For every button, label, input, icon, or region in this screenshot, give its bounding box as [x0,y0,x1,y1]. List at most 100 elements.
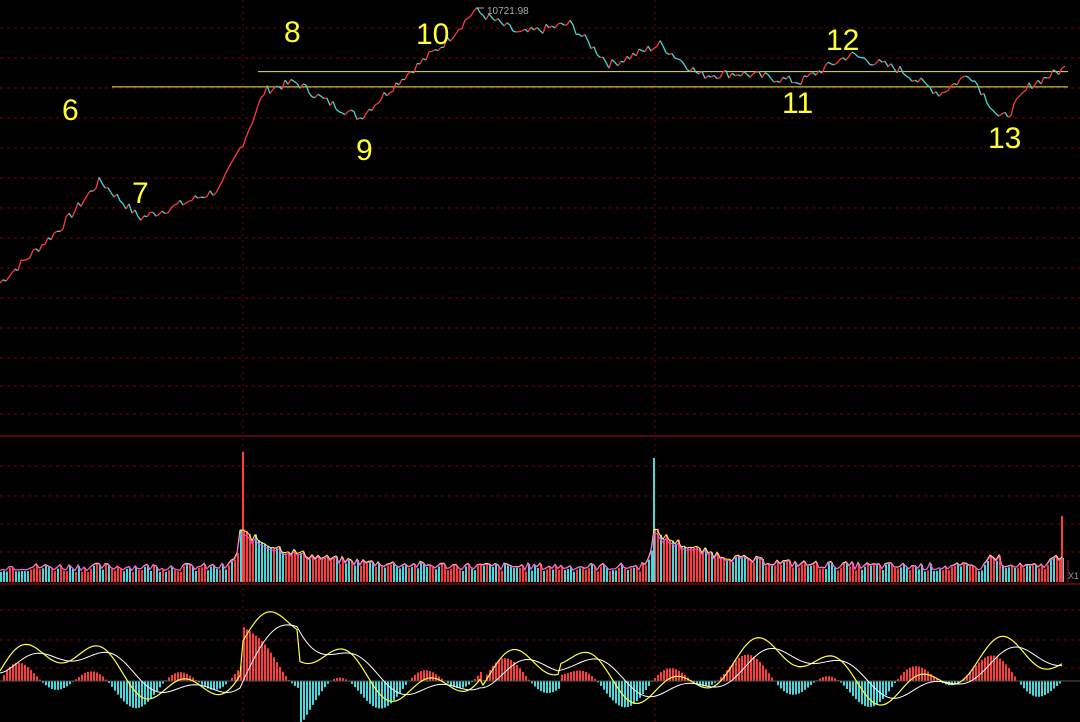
volume-bar [870,565,872,582]
volume-bar [933,570,935,582]
volume-bar [102,569,104,582]
volume-bar [114,570,116,582]
macd-histogram-bar [822,677,824,681]
volume-bar [573,571,575,582]
price-segment [1031,84,1036,90]
volume-bar [339,563,341,582]
volume-bar [945,567,947,582]
macd-histogram-bar [1032,681,1034,696]
macd-histogram-bar [633,681,635,704]
price-segment [83,195,88,201]
macd-histogram-bar [954,681,956,685]
macd-histogram-bar [396,681,398,697]
price-segment [101,182,106,189]
price-segment [566,19,571,26]
price-segment [752,71,757,75]
macd-histogram-bar [660,672,662,681]
price-segment [617,60,622,67]
volume-bar [537,567,539,582]
volume-bar [417,568,419,582]
volume-bar [777,561,779,582]
volume-bar [918,569,920,582]
volume-bar [999,555,1001,582]
macd-histogram-bar [639,681,641,698]
volume-bar [666,534,668,582]
volume-bar [678,539,680,582]
macd-histogram-bar [111,681,113,687]
macd-histogram-bar [990,655,992,681]
volume-bar [156,566,158,582]
macd-histogram-bar [612,681,614,701]
price-segment [353,111,358,120]
volume-bar [210,566,212,582]
volume-bar [723,558,725,582]
volume-bar [669,539,671,582]
volume-bar [183,566,185,582]
macd-histogram-bar [435,674,437,681]
volume-bar [969,566,971,582]
price-segment [548,25,553,29]
price-segment [68,212,73,219]
macd-histogram-bar [825,676,827,681]
volume-bar [531,570,533,582]
volume-bar [576,569,578,582]
macd-histogram-bar [159,681,161,688]
macd-histogram-bar [732,663,734,681]
volume-bar [609,571,611,582]
price-segment [380,92,385,101]
volume-bar [846,562,848,582]
volume-bar [750,560,752,582]
volume-bar [1050,559,1052,582]
macd-histogram-bar [888,681,890,692]
volume-bar [795,562,797,582]
volume-bar [309,559,311,582]
price-segment [335,108,340,113]
volume-bar [423,563,425,582]
macd-histogram-bar [306,681,308,715]
volume-bar [588,568,590,582]
macd-histogram-bar [237,670,239,681]
macd-histogram-bar [1047,681,1049,694]
volume-bar [66,571,68,582]
volume-bar [660,534,662,582]
price-segment [299,83,304,89]
price-segment [839,57,844,61]
price-panel [0,7,1068,284]
price-segment [695,71,700,75]
volume-bar [804,561,806,582]
wave-label-9: 9 [356,134,373,167]
price-segment [134,209,139,217]
price-segment [242,137,247,147]
volume-bar [375,566,377,582]
price-segment [38,244,43,252]
wave-label-13: 13 [988,122,1021,155]
macd-histogram-bar [813,681,815,683]
price-segment [17,260,22,271]
volume-bar [450,568,452,582]
macd-histogram-bar [66,681,68,687]
volume-bar [570,566,572,582]
macd-histogram-bar [585,671,587,681]
macd-histogram-bar [840,681,842,683]
macd-histogram-bar [360,681,362,695]
macd-histogram-bar [99,674,101,681]
price-segment [767,74,772,79]
price-segment [776,80,781,84]
macd-histogram-bar [120,681,122,699]
price-segment [173,203,178,206]
volume-bar [954,566,956,582]
volume-bar [705,548,707,582]
macd-histogram-bar [672,668,674,681]
volume-bar [834,567,836,582]
volume-bar [255,534,257,582]
price-segment [212,192,217,196]
macd-histogram-bar [663,670,665,681]
volume-bar [942,570,944,582]
macd-histogram-bar [528,679,530,681]
price-segment [59,228,64,232]
volume-bar [762,559,764,582]
macd-histogram-bar [831,676,833,681]
macd-histogram-bar [642,681,644,695]
volume-bar [378,562,380,582]
volume-bar [984,564,986,582]
